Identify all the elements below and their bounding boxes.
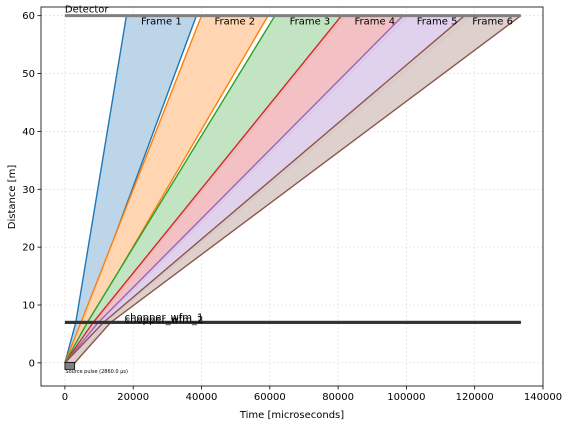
frame-1-detector-wedge	[75, 15, 197, 323]
frames	[64, 15, 522, 364]
annotations: Frame 1 Frame 2 Frame 3 Frame 4 Frame 5 Frame…	[65, 5, 513, 375]
frame-label: Frame 1	[141, 17, 182, 28]
x-tick-label: 80000	[322, 392, 354, 403]
x-axis-label: Time [microseconds]	[239, 410, 344, 421]
y-tick-label: 50	[22, 69, 35, 80]
y-tick-label: 10	[22, 300, 35, 311]
detector-label: Detector	[65, 5, 109, 16]
y-tick-label: 30	[22, 185, 35, 196]
source-pulse-box	[64, 361, 76, 370]
x-tick-label: 60000	[254, 392, 286, 403]
frame-label: Frame 3	[290, 17, 331, 28]
plot-area-border	[40, 6, 544, 387]
frame-label: Frame 5	[417, 17, 458, 28]
y-tick-label: 40	[22, 127, 35, 138]
x-tick-label: 140000	[524, 392, 562, 403]
frame-label: Frame 4	[354, 17, 395, 28]
chopper-label: chopper_wfm_1	[125, 312, 204, 323]
x-tick-label: 100000	[387, 392, 425, 403]
y-axis-label: Distance [m]	[7, 165, 18, 230]
x-tick-label: 0	[62, 392, 68, 403]
frame-2-detector-wedge	[81, 15, 269, 323]
frame-label: Frame 6	[472, 17, 513, 28]
x-tick-label: 40000	[186, 392, 218, 403]
axis-ticks: 0 20000 40000 60000 80000 100000 120000 140000 0…	[22, 11, 562, 403]
frame-6-source-wedge	[64, 322, 111, 363]
y-tick-label: 20	[22, 243, 35, 254]
frame-6-detector-wedge	[103, 15, 521, 323]
x-tick-label: 120000	[456, 392, 494, 403]
x-tick-label: 20000	[117, 392, 149, 403]
reference-lines	[64, 14, 521, 370]
y-tick-label: 60	[22, 11, 35, 22]
y-tick-label: 0	[29, 358, 35, 369]
chopper-label: chopper_wfm_2	[125, 315, 204, 326]
frame-label: Frame 2	[214, 17, 255, 28]
source-pulse-label: Source pulse (2860.0 μs)	[65, 369, 128, 375]
